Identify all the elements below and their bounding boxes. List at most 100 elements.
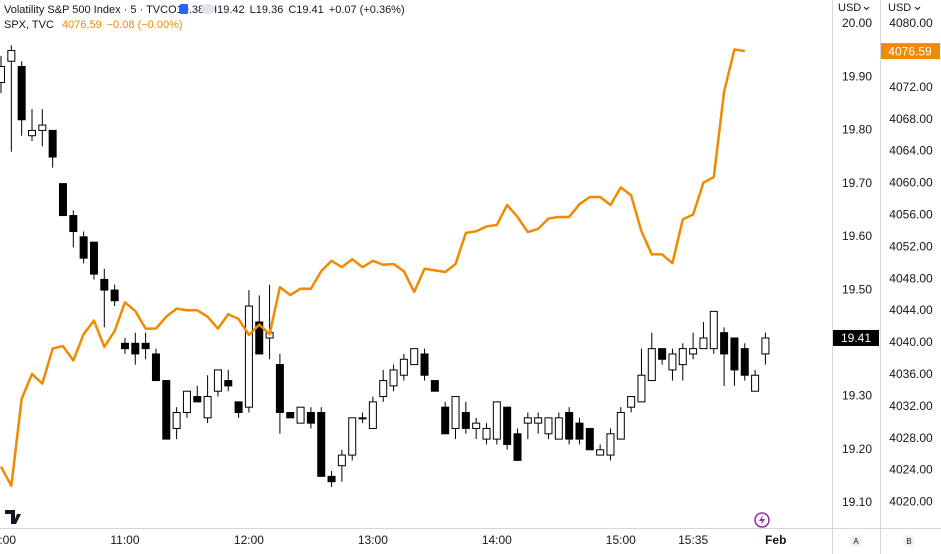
candle-body	[461, 412, 470, 429]
y2-tick-label: 4032.00	[889, 399, 933, 413]
y2-tick-label: 4052.00	[889, 239, 933, 253]
x-tick-label: 10:00	[0, 533, 16, 547]
candle-body	[286, 412, 295, 419]
candle-body	[172, 412, 181, 429]
x-tick-label: 15:35	[678, 533, 708, 547]
candle-body	[38, 124, 47, 131]
y-tick-label: 19.70	[842, 176, 872, 190]
candle-body	[193, 396, 202, 403]
candle-body	[751, 374, 760, 392]
candle-body	[234, 401, 243, 413]
x-tick-label: 12:00	[234, 533, 264, 547]
candle-body	[637, 374, 646, 403]
y2-tick-label: 4060.00	[889, 176, 933, 190]
scale-button[interactable]: A	[853, 537, 859, 546]
candle-body	[337, 454, 346, 467]
y2-tick-label: 4080.00	[889, 16, 933, 30]
ohlc-value: 19.36	[256, 4, 284, 16]
tv-logo	[5, 510, 21, 524]
y2-tick-label: 4028.00	[889, 431, 933, 445]
candle-body	[513, 433, 522, 461]
y2-tick-label: 4072.00	[889, 80, 933, 94]
flag-icon[interactable]	[180, 4, 188, 14]
candle-body	[89, 241, 98, 275]
y2-tick-label: 4024.00	[889, 463, 933, 477]
candle-body	[79, 236, 88, 259]
candle-body	[203, 396, 212, 419]
candle-body	[709, 310, 718, 350]
legend-value: 4076.59	[62, 19, 102, 31]
ohlc-value: 19.41	[296, 4, 324, 16]
x-tick-label: 15:00	[606, 533, 636, 547]
price-badge-label: 19.41	[841, 331, 871, 345]
y-tick-label: 19.10	[842, 495, 872, 509]
candle-body	[482, 427, 491, 440]
y2-tick-label: 4068.00	[889, 112, 933, 126]
candle-body	[647, 348, 656, 382]
candle-body	[131, 342, 140, 355]
candle-body	[761, 337, 770, 355]
candle-body	[420, 353, 429, 376]
y-tick-label: 19.80	[842, 123, 872, 137]
plot-area	[0, 45, 770, 488]
x-tick-label: 14:00	[482, 533, 512, 547]
candle-body	[430, 380, 439, 392]
candle-body	[596, 449, 605, 456]
candle-body	[306, 412, 315, 424]
ohlc-value: 19.42	[217, 4, 245, 16]
candle-body	[182, 390, 191, 414]
candle-body	[358, 417, 367, 420]
candle-body	[585, 427, 594, 451]
scale-button[interactable]: B	[906, 537, 911, 546]
price-badge	[833, 329, 879, 346]
candle-body	[565, 412, 574, 440]
candle-body	[616, 412, 625, 440]
candle-body	[327, 475, 336, 483]
candle-body	[658, 348, 667, 360]
legend-name: SPX, TVC	[4, 19, 54, 31]
scale-button-bg	[850, 535, 862, 547]
unit-chevron	[863, 6, 870, 11]
y-tick-label: 19.30	[842, 389, 872, 403]
candle-body	[27, 129, 36, 137]
price-badge-label: 4076.59	[888, 44, 932, 58]
ohlc-label: L	[250, 4, 256, 16]
candle-body	[379, 380, 388, 398]
candle-body	[151, 353, 160, 382]
candle-body	[410, 348, 419, 366]
events-icon[interactable]	[754, 512, 770, 528]
candle-body	[244, 305, 253, 408]
candle-body	[492, 401, 501, 440]
candle-body	[668, 353, 677, 371]
candle-body	[472, 422, 481, 429]
y-tick-label: 19.20	[842, 442, 872, 456]
candle-body	[58, 183, 67, 217]
candle-body	[296, 406, 305, 424]
y-tick-label: 20.00	[842, 16, 872, 30]
candle-body	[399, 358, 408, 376]
y-tick-label: 19.60	[842, 229, 872, 243]
x-tick-label: 11:00	[110, 533, 139, 547]
candle-body	[441, 406, 450, 435]
candle-body	[534, 417, 543, 424]
y2-tick-label: 4036.00	[889, 367, 933, 381]
candle-body	[48, 129, 57, 158]
candle-body	[120, 342, 129, 350]
candle-body	[100, 278, 109, 291]
candle-body	[389, 369, 398, 387]
y-tick-label: 19.50	[842, 282, 872, 296]
candle-body	[162, 380, 171, 440]
candle-body	[503, 406, 512, 445]
x-tick-label: Feb	[765, 533, 786, 547]
candle-body	[141, 342, 150, 350]
y2-tick-label: 4056.00	[889, 208, 933, 222]
candle-body	[678, 348, 687, 366]
line-series	[0, 48, 745, 487]
visibility-icon[interactable]	[201, 4, 215, 14]
candle-body	[17, 66, 26, 121]
candle-body	[730, 337, 739, 371]
candle-body	[348, 417, 357, 456]
candle-body	[69, 215, 78, 233]
